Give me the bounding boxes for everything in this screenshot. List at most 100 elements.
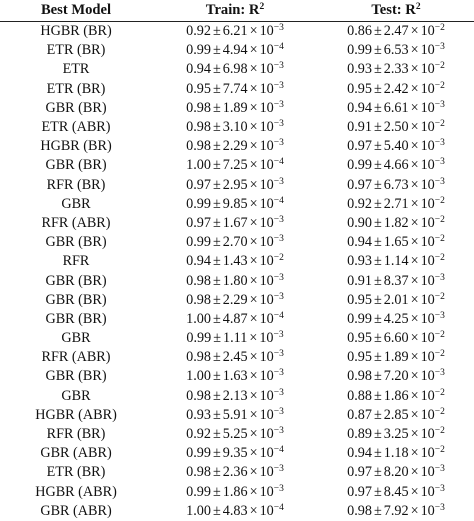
header-test-r2: Test: R2: [371, 2, 421, 18]
table-row: GBR (BR) 0.99 ±2.70 × 10−3 0.94 ±1.65 × 10−2: [0, 233, 474, 252]
table-row: HGBR (ABR) 0.99 ±1.86 × 10−3 0.97 ±8.45 × 10−3: [0, 483, 474, 502]
table-body: HGBR (BR) 0.92 ±6.21 × 10−3 0.86 ±2.47 × 10−2 ETR…: [0, 22, 474, 521]
train-r2-cell: 1.00 ±4.87 × 10−4: [186, 310, 284, 327]
test-r2-cell: 0.94 ±6.61 × 10−3: [347, 99, 445, 116]
model-cell: GBR (BR): [45, 272, 107, 289]
table-row: GBR (BR) 1.00 ±4.87 × 10−4 0.99 ±4.25 × 10−3: [0, 310, 474, 329]
table-row: GBR (BR) 0.98 ±1.80 × 10−3 0.91 ±8.37 × 10−3: [0, 271, 474, 290]
model-cell: RFR (ABR): [41, 214, 111, 231]
model-cell: GBR (ABR): [40, 445, 112, 462]
train-r2-cell: 0.92 ±5.25 × 10−3: [186, 426, 284, 443]
test-r2-cell: 0.97 ±5.40 × 10−3: [347, 138, 445, 155]
table-row: ETR (BR) 0.98 ±2.36 × 10−3 0.97 ±8.20 × 10−3: [0, 463, 474, 482]
table-row: HGBR (BR) 0.92 ±6.21 × 10−3 0.86 ±2.47 × 10−2: [0, 22, 474, 41]
train-r2-cell: 0.94 ±1.43 × 10−2: [186, 253, 284, 270]
model-cell: RFR (BR): [46, 176, 106, 193]
train-r2-cell: 0.94 ±6.98 × 10−3: [186, 61, 284, 78]
model-cell: ETR (BR): [46, 464, 106, 481]
model-cell: ETR (BR): [46, 80, 106, 97]
table-row: GBR (BR) 1.00 ±1.63 × 10−3 0.98 ±7.20 × 10−3: [0, 367, 474, 386]
test-r2-cell: 0.99 ±4.66 × 10−3: [347, 157, 445, 174]
model-cell: RFR (ABR): [41, 349, 111, 366]
train-r2-cell: 0.98 ±2.13 × 10−3: [186, 387, 284, 404]
test-r2-cell: 0.91 ±2.50 × 10−2: [347, 119, 445, 136]
table-row: GBR 0.99 ±9.85 × 10−4 0.92 ±2.71 × 10−2: [0, 195, 474, 214]
table-row: HGBR (ABR) 0.93 ±5.91 × 10−3 0.87 ±2.85 × 10−2: [0, 406, 474, 425]
train-r2-cell: 0.98 ±2.29 × 10−3: [186, 291, 284, 308]
table-row: ETR 0.94 ±6.98 × 10−3 0.93 ±2.33 × 10−2: [0, 60, 474, 79]
test-r2-cell: 0.98 ±7.92 × 10−3: [347, 502, 445, 519]
table-row: GBR 0.98 ±2.13 × 10−3 0.88 ±1.86 × 10−2: [0, 387, 474, 406]
train-r2-cell: 1.00 ±1.63 × 10−3: [186, 368, 284, 385]
table-row: GBR (ABR) 1.00 ±4.83 × 10−4 0.98 ±7.92 × 10−3: [0, 502, 474, 521]
table-row: RFR 0.94 ±1.43 × 10−2 0.93 ±1.14 × 10−2: [0, 252, 474, 271]
model-cell: GBR (BR): [45, 99, 107, 116]
test-r2-cell: 0.88 ±1.86 × 10−2: [347, 387, 445, 404]
train-r2-cell: 0.99 ±1.86 × 10−3: [186, 483, 284, 500]
model-cell: GBR: [61, 195, 91, 212]
test-r2-cell: 0.95 ±2.42 × 10−2: [347, 80, 445, 97]
train-r2-cell: 0.98 ±2.36 × 10−3: [186, 464, 284, 481]
model-cell: GBR (BR): [45, 157, 107, 174]
model-cell: GBR (BR): [45, 368, 107, 385]
table-row: RFR (ABR) 0.97 ±1.67 × 10−3 0.90 ±1.82 × 10−2: [0, 214, 474, 233]
table-row: HGBR (BR) 0.98 ±2.29 × 10−3 0.97 ±5.40 × 10−3: [0, 137, 474, 156]
train-r2-cell: 0.97 ±1.67 × 10−3: [186, 214, 284, 231]
table-row: GBR 0.99 ±1.11 × 10−3 0.95 ±6.60 × 10−2: [0, 329, 474, 348]
model-cell: HGBR (BR): [40, 138, 112, 155]
test-r2-cell: 0.95 ±2.01 × 10−2: [347, 291, 445, 308]
test-r2-cell: 0.98 ±7.20 × 10−3: [347, 368, 445, 385]
train-r2-cell: 0.98 ±3.10 × 10−3: [186, 119, 284, 136]
train-r2-cell: 0.92 ±6.21 × 10−3: [186, 23, 284, 40]
model-cell: RFR: [62, 253, 90, 270]
table-row: GBR (BR) 1.00 ±7.25 × 10−4 0.99 ±4.66 × 10−3: [0, 156, 474, 175]
test-r2-cell: 0.93 ±1.14 × 10−2: [347, 253, 445, 270]
test-r2-cell: 0.95 ±1.89 × 10−2: [347, 349, 445, 366]
header-train-r2: Train: R2: [205, 2, 265, 18]
test-r2-cell: 0.89 ±3.25 × 10−2: [347, 426, 445, 443]
train-r2-cell: 0.98 ±1.80 × 10−3: [186, 272, 284, 289]
test-r2-cell: 0.91 ±8.37 × 10−3: [347, 272, 445, 289]
test-r2-cell: 0.94 ±1.18 × 10−2: [347, 445, 445, 462]
model-cell: ETR: [62, 61, 90, 78]
train-r2-cell: 1.00 ±4.83 × 10−4: [186, 502, 284, 519]
train-r2-cell: 0.99 ±2.70 × 10−3: [186, 234, 284, 251]
train-r2-cell: 0.97 ±2.95 × 10−3: [186, 176, 284, 193]
model-cell: ETR (ABR): [41, 119, 111, 136]
test-r2-cell: 0.94 ±1.65 × 10−2: [347, 234, 445, 251]
model-cell: GBR (BR): [45, 291, 107, 308]
table-row: GBR (ABR) 0.99 ±9.35 × 10−4 0.94 ±1.18 × 10−2: [0, 444, 474, 463]
table-header: Best Model Train: R2 Test: R2: [0, 0, 474, 22]
test-r2-cell: 0.97 ±8.20 × 10−3: [347, 464, 445, 481]
train-r2-cell: 0.95 ±7.74 × 10−3: [186, 80, 284, 97]
test-r2-cell: 0.95 ±6.60 × 10−2: [347, 330, 445, 347]
test-r2-cell: 0.87 ±2.85 × 10−2: [347, 406, 445, 423]
model-cell: ETR (BR): [46, 42, 106, 59]
train-r2-cell: 0.99 ±9.85 × 10−4: [186, 195, 284, 212]
table-row: GBR (BR) 0.98 ±1.89 × 10−3 0.94 ±6.61 × 10−3: [0, 99, 474, 118]
model-cell: HGBR (ABR): [35, 483, 117, 500]
model-cell: HGBR (ABR): [35, 406, 117, 423]
table-row: ETR (BR) 0.99 ±4.94 × 10−4 0.99 ±6.53 × 10−3: [0, 41, 474, 60]
model-cell: GBR (BR): [45, 234, 107, 251]
header-best-model: Best Model: [40, 2, 112, 18]
model-cell: GBR: [61, 387, 91, 404]
table-row: ETR (ABR) 0.98 ±3.10 × 10−3 0.91 ±2.50 × 10−2: [0, 118, 474, 137]
model-cell: HGBR (BR): [40, 23, 112, 40]
train-r2-cell: 0.98 ±1.89 × 10−3: [186, 99, 284, 116]
test-r2-cell: 0.86 ±2.47 × 10−2: [347, 23, 445, 40]
table-row: RFR (ABR) 0.98 ±2.45 × 10−3 0.95 ±1.89 × 10−2: [0, 348, 474, 367]
model-cell: RFR (BR): [46, 426, 106, 443]
test-r2-cell: 0.97 ±6.73 × 10−3: [347, 176, 445, 193]
test-r2-cell: 0.97 ±8.45 × 10−3: [347, 483, 445, 500]
train-r2-cell: 1.00 ±7.25 × 10−4: [186, 157, 284, 174]
test-r2-cell: 0.92 ±2.71 × 10−2: [347, 195, 445, 212]
train-r2-cell: 0.98 ±2.45 × 10−3: [186, 349, 284, 366]
train-r2-cell: 0.99 ±4.94 × 10−4: [186, 42, 284, 59]
test-r2-cell: 0.99 ±4.25 × 10−3: [347, 310, 445, 327]
table-row: GBR (BR) 0.98 ±2.29 × 10−3 0.95 ±2.01 × 10−2: [0, 291, 474, 310]
test-r2-cell: 0.93 ±2.33 × 10−2: [347, 61, 445, 78]
table-row: ETR (BR) 0.95 ±7.74 × 10−3 0.95 ±2.42 × 10−2: [0, 80, 474, 99]
train-r2-cell: 0.98 ±2.29 × 10−3: [186, 138, 284, 155]
